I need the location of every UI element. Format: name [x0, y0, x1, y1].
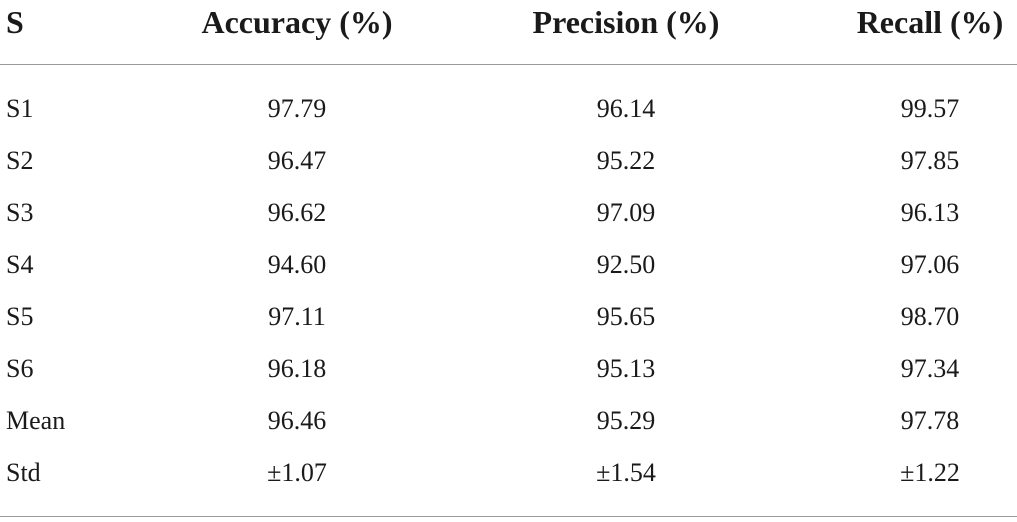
header-recall: Recall (%) [856, 4, 1004, 40]
cell-accuracy: 96.47 [267, 146, 327, 175]
cell-subject: S3 [6, 198, 34, 227]
cell-recall: 97.78 [900, 406, 960, 435]
cell-accuracy: 96.46 [267, 406, 327, 435]
table-row: S6 96.18 95.13 97.34 [0, 356, 1017, 408]
header-precision: Precision (%) [532, 4, 720, 40]
cell-precision: 92.50 [596, 250, 656, 279]
cell-subject: S1 [6, 94, 34, 123]
cell-subject: S2 [6, 146, 34, 175]
cell-subject: S6 [6, 354, 34, 383]
table-row: S2 96.47 95.22 97.85 [0, 148, 1017, 200]
cell-accuracy: 96.62 [267, 198, 327, 227]
cell-precision: 95.13 [596, 354, 656, 383]
cell-accuracy: 97.11 [268, 302, 326, 331]
cell-subject: Std [6, 458, 41, 487]
cell-recall: 97.06 [900, 250, 960, 279]
cell-recall: 97.85 [900, 146, 960, 175]
table-row: S4 94.60 92.50 97.06 [0, 252, 1017, 304]
header-accuracy: Accuracy (%) [201, 4, 393, 40]
cell-precision: ±1.54 [596, 458, 656, 487]
bottom-divider [0, 516, 1017, 517]
cell-subject: S5 [6, 302, 34, 331]
cell-subject: S4 [6, 250, 34, 279]
cell-precision: 95.22 [596, 146, 656, 175]
cell-accuracy: 96.18 [267, 354, 327, 383]
table-row: S5 97.11 95.65 98.70 [0, 304, 1017, 356]
cell-accuracy: 97.79 [267, 94, 327, 123]
cell-precision: 95.29 [596, 406, 656, 435]
cell-accuracy: 94.60 [267, 250, 327, 279]
cell-recall: 96.13 [900, 198, 960, 227]
cell-recall: ±1.22 [900, 458, 960, 487]
table-row: Std ±1.07 ±1.54 ±1.22 [0, 460, 1017, 512]
table-header-row: S Accuracy (%) Precision (%) Recall (%) [0, 0, 1017, 50]
cell-recall: 97.34 [900, 354, 960, 383]
cell-precision: 96.14 [596, 94, 656, 123]
cell-accuracy: ±1.07 [267, 458, 327, 487]
cell-recall: 99.57 [900, 94, 960, 123]
header-subject: S [6, 4, 24, 40]
header-divider [0, 64, 1017, 65]
cell-recall: 98.70 [900, 302, 960, 331]
table-row: S1 97.79 96.14 99.57 [0, 96, 1017, 148]
table-row: S3 96.62 97.09 96.13 [0, 200, 1017, 252]
cell-subject: Mean [6, 406, 66, 435]
table-row: Mean 96.46 95.29 97.78 [0, 408, 1017, 460]
cell-precision: 95.65 [596, 302, 656, 331]
cell-precision: 97.09 [596, 198, 656, 227]
